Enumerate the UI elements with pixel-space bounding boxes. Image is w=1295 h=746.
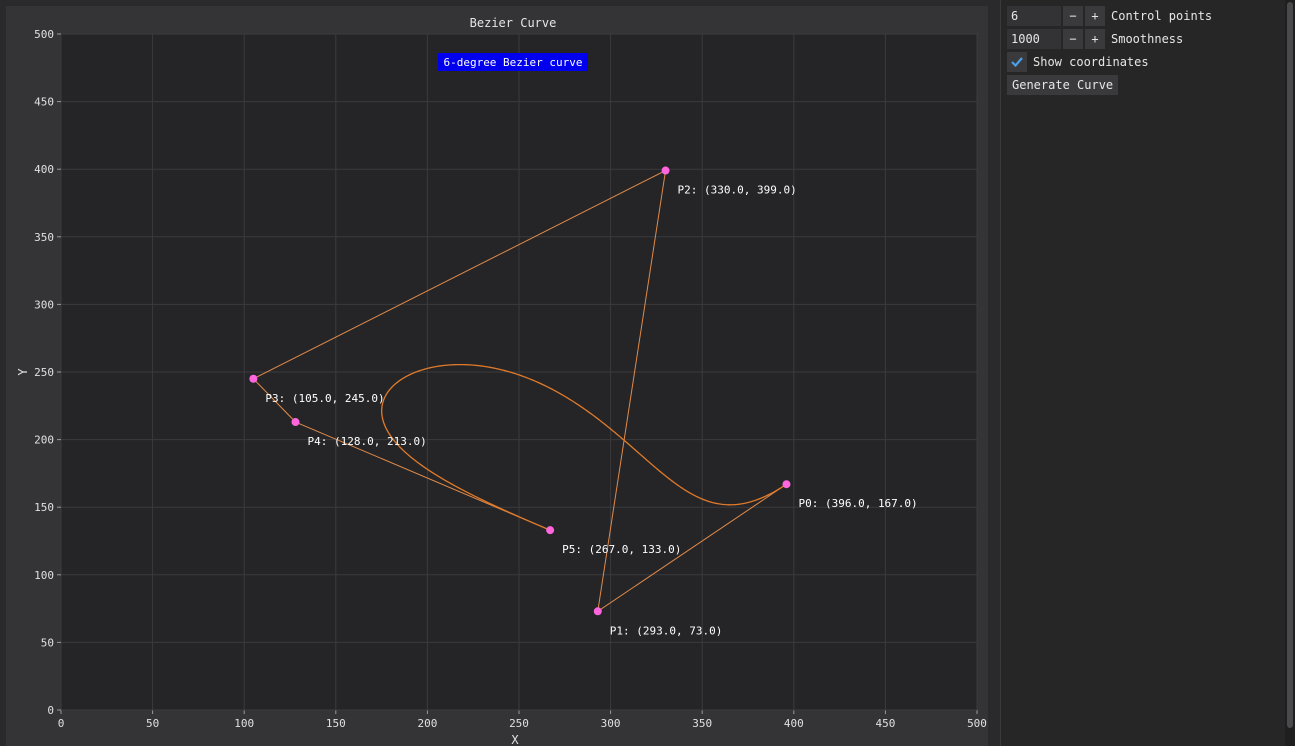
y-axis-label: Y bbox=[16, 368, 30, 376]
y-tick-label: 250 bbox=[34, 366, 54, 379]
y-tick-label: 200 bbox=[34, 434, 54, 447]
control-point-label-4: P4: (128.0, 213.0) bbox=[307, 435, 426, 448]
control-point-label-3: P3: (105.0, 245.0) bbox=[265, 392, 384, 405]
x-tick-label: 250 bbox=[509, 717, 529, 730]
smoothness-decrement-button[interactable]: − bbox=[1063, 29, 1083, 49]
bezier-curve bbox=[381, 363, 787, 531]
x-tick-label: 450 bbox=[875, 717, 895, 730]
plot-window: Bezier Curve 0 50 100 150 200 250 300 350 400 450 5… bbox=[6, 6, 988, 746]
control-polygon bbox=[252, 169, 787, 613]
control-point-label-0: P0: (396.0, 167.0) bbox=[798, 497, 917, 510]
control-point-label-1: P1: (293.0, 73.0) bbox=[610, 624, 723, 637]
control-points-label: Control points bbox=[1111, 9, 1213, 23]
generate-curve-button[interactable]: Generate Curve bbox=[1007, 75, 1119, 95]
x-tick-label: 500 bbox=[967, 717, 987, 730]
x-tick-label: 50 bbox=[146, 717, 159, 730]
control-point-1[interactable] bbox=[593, 607, 602, 616]
x-axis-label: X bbox=[511, 733, 519, 746]
smoothness-input[interactable] bbox=[1007, 29, 1061, 49]
control-point-4[interactable] bbox=[291, 418, 300, 427]
x-tick-label: 400 bbox=[784, 717, 804, 730]
scrollbar-thumb[interactable] bbox=[1287, 2, 1293, 728]
settings-panel: − + Control points − + Smoothness Show c… bbox=[1000, 0, 1285, 746]
control-point-5[interactable] bbox=[546, 526, 555, 535]
control-points-row: − + Control points bbox=[1007, 6, 1212, 26]
y-tick-label: 450 bbox=[34, 96, 54, 109]
control-point-0[interactable] bbox=[782, 480, 791, 489]
y-tick-label: 300 bbox=[34, 298, 54, 311]
x-tick-label: 100 bbox=[234, 717, 254, 730]
show-coordinates-checkbox[interactable] bbox=[1007, 52, 1027, 72]
smoothness-label: Smoothness bbox=[1111, 32, 1184, 46]
plot-title: Bezier Curve bbox=[470, 16, 557, 30]
control-point-3[interactable] bbox=[249, 374, 258, 383]
generate-row: Generate Curve bbox=[1007, 75, 1119, 95]
y-tick-label: 400 bbox=[34, 163, 54, 176]
annotation-box bbox=[438, 53, 588, 71]
control-point-label-5: P5: (267.0, 133.0) bbox=[562, 543, 681, 556]
y-tick-label: 0 bbox=[47, 704, 54, 717]
annotation-label: 6-degree Bezier curve bbox=[443, 56, 582, 69]
y-tick-label: 350 bbox=[34, 231, 54, 244]
control-points-input[interactable] bbox=[1007, 6, 1061, 26]
y-tick-label: 150 bbox=[34, 501, 54, 514]
y-tick-label: 500 bbox=[34, 28, 54, 41]
control-point-2[interactable] bbox=[661, 166, 670, 175]
y-tick-label: 100 bbox=[34, 569, 54, 582]
x-tick-label: 300 bbox=[601, 717, 621, 730]
control-points-increment-button[interactable]: + bbox=[1085, 6, 1105, 26]
scrollbar[interactable] bbox=[1285, 0, 1295, 746]
x-tick-label: 150 bbox=[326, 717, 346, 730]
bezier-plot[interactable]: Bezier Curve 0 50 100 150 200 250 300 350 400 450 5… bbox=[6, 6, 988, 746]
x-tick-label: 200 bbox=[417, 717, 437, 730]
smoothness-increment-button[interactable]: + bbox=[1085, 29, 1105, 49]
x-tick-label: 0 bbox=[58, 717, 65, 730]
show-coordinates-label: Show coordinates bbox=[1033, 55, 1149, 69]
x-tick-label: 350 bbox=[692, 717, 712, 730]
control-point-label-2: P2: (330.0, 399.0) bbox=[678, 184, 797, 197]
smoothness-row: − + Smoothness bbox=[1007, 29, 1183, 49]
control-points-decrement-button[interactable]: − bbox=[1063, 6, 1083, 26]
checkmark-icon bbox=[1011, 57, 1023, 68]
show-coordinates-row: Show coordinates bbox=[1007, 52, 1149, 72]
y-tick-label: 50 bbox=[41, 636, 54, 649]
